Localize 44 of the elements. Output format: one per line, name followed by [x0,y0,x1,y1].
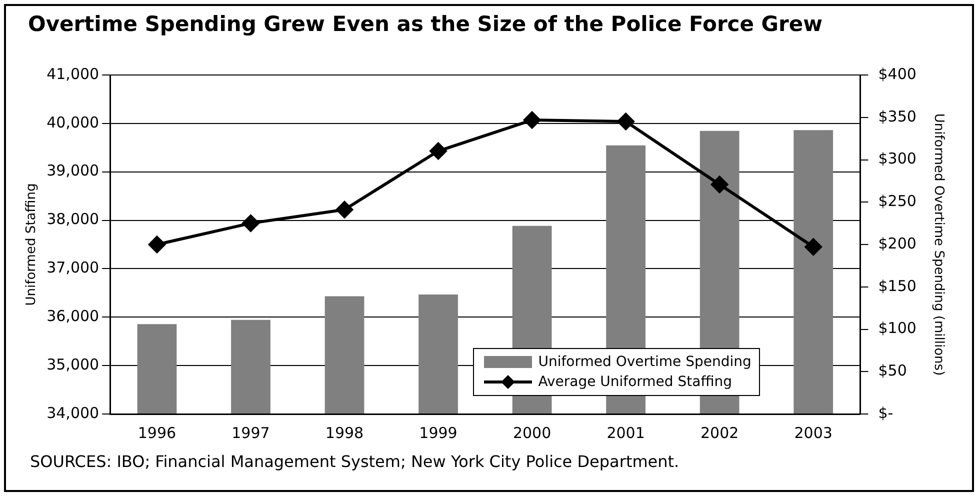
point [711,176,728,193]
y-tick-label: 41,000 [46,64,100,83]
legend-label: Uniformed Overtime Spending [538,354,752,370]
x-tick-label: 1996 [138,424,176,442]
x-tick-label: 1997 [232,424,270,442]
point [242,214,260,232]
bar [794,130,834,414]
y2-axis-title: Uniformed Overtime Spending (millions) [930,113,946,376]
x-tick-label: 1999 [419,424,458,442]
point [430,142,447,160]
y2-tick-label: $100 [878,319,916,338]
bar [418,294,458,414]
y-tick-label: 38,000 [46,210,100,228]
y2-tick-label: $- [878,404,894,422]
y2-tick-label: $300 [878,150,916,168]
bar [137,324,177,414]
y-axis-title: Uniformed Staffing [24,183,40,306]
y2-tick-label: $250 [878,192,916,210]
x-tick-label: 1998 [325,424,364,442]
y2-tick-label: $150 [878,276,916,295]
point [804,238,822,256]
x-tick-label: 2002 [700,424,739,442]
y2-tick-label: $400 [878,64,916,83]
point [617,112,634,130]
y2-tick-label: $50 [878,362,907,380]
y-tick-label: 39,000 [46,162,100,180]
y2-tick-label: $350 [878,107,916,126]
y-tick-label: 40,000 [46,113,100,132]
bar [231,320,270,414]
point [148,236,166,253]
y-tick-label: 36,000 [46,307,100,326]
y-tick-label: 35,000 [46,355,100,374]
point [524,112,541,129]
source-note: SOURCES: IBO; Financial Management System; New York City Police Department. [30,452,680,471]
x-tick-label: 2000 [512,424,552,442]
bar [324,296,364,414]
chart-title: Overtime Spending Grew Even as the Size of the Police Force Grew [28,12,823,36]
point [336,201,354,218]
y2-tick-label: $200 [878,234,916,252]
x-tick-label: 2003 [794,424,832,442]
y-tick-label: 37,000 [46,258,100,277]
x-tick-label: 2001 [606,424,645,442]
y-tick-label: 34,000 [46,404,100,422]
legend-label: Average Uniformed Staffing [538,374,732,390]
